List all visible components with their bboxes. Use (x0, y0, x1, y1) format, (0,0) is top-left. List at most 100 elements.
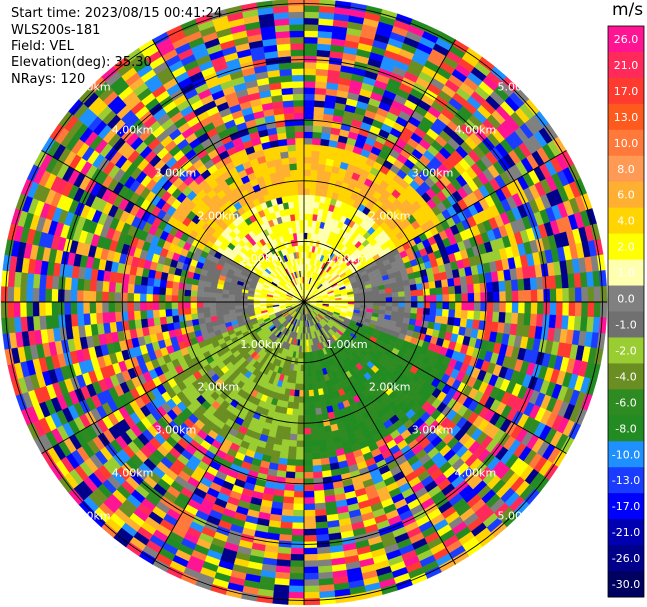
velocity-cell (139, 293, 147, 303)
velocity-cell (70, 313, 79, 327)
velocity-cell (303, 137, 313, 145)
velocity-cell (574, 301, 583, 317)
velocity-cell (313, 395, 321, 403)
velocity-cell (298, 402, 305, 410)
velocity-cell (202, 291, 211, 298)
velocity-cell (574, 287, 583, 303)
velocity-cell (290, 553, 305, 562)
velocity-cell (303, 61, 317, 70)
velocity-cell (461, 293, 469, 303)
velocity-cell (318, 438, 327, 447)
velocity-cell (1, 317, 10, 334)
velocity-cell (308, 207, 315, 215)
velocity-cell (410, 295, 418, 303)
velocity-cell (63, 289, 72, 303)
velocity-cell (313, 106, 325, 114)
velocity-cell (384, 287, 393, 294)
velocity-cell (492, 301, 500, 313)
velocity-cell (215, 301, 223, 307)
velocity-cell (228, 297, 235, 303)
velocity-cell (300, 358, 305, 366)
velocity-cell (313, 496, 326, 504)
velocity-cell (127, 283, 135, 294)
velocity-cell (562, 301, 570, 317)
velocity-cell (319, 144, 329, 153)
velocity-cell (428, 281, 437, 290)
velocity-cell (315, 62, 330, 70)
velocity-cell (555, 301, 564, 316)
velocity-cell (202, 301, 210, 308)
velocity-cell (139, 284, 148, 294)
velocity-cell (317, 163, 326, 172)
velocity-cell (303, 36, 319, 44)
velocity-cell (303, 465, 314, 473)
velocity-cell (303, 23, 319, 32)
velocity-cell (415, 313, 424, 322)
velocity-cell (492, 281, 500, 293)
velocity-cell (184, 313, 193, 322)
velocity-cell (587, 301, 595, 318)
velocity-cell (209, 310, 217, 318)
velocity-cell (504, 312, 513, 325)
velocity-cell (303, 131, 314, 139)
velocity-cell (101, 291, 109, 303)
velocity-cell (240, 301, 248, 306)
velocity-cell (435, 287, 443, 296)
velocity-cell (70, 301, 78, 315)
velocity-cell (549, 301, 557, 316)
velocity-cell (511, 301, 519, 314)
velocity-cell (416, 307, 425, 315)
velocity-cell (385, 301, 393, 307)
velocity-cell (310, 163, 319, 171)
velocity-cell (303, 49, 318, 57)
velocity-cell (303, 408, 311, 416)
velocity-cell (303, 188, 311, 196)
velocity-cell (303, 503, 316, 511)
velocity-cell (587, 286, 595, 303)
velocity-cell (296, 434, 305, 442)
velocity-cell (440, 316, 449, 325)
velocity-cell (312, 131, 323, 140)
velocity-cell (485, 311, 494, 323)
velocity-cell (145, 293, 153, 303)
velocity-cell (319, 451, 329, 460)
velocity-cell (300, 364, 305, 372)
velocity-cell (517, 278, 525, 292)
velocity-cell (366, 294, 374, 299)
velocity-cell (196, 296, 204, 303)
velocity-cell (25, 301, 34, 317)
velocity-cell (82, 290, 90, 303)
velocity-cell (398, 301, 406, 308)
velocity-cell (114, 301, 122, 313)
velocity-cell (498, 280, 506, 293)
velocity-cell (416, 289, 425, 297)
velocity-cell (164, 294, 172, 303)
velocity-cell (303, 490, 315, 498)
velocity-cell (64, 276, 72, 291)
velocity-cell (293, 395, 300, 404)
velocity-cell (290, 541, 305, 549)
velocity-cell (303, 415, 311, 423)
velocity-cell (190, 289, 198, 297)
velocity-cell (303, 17, 320, 25)
velocity-cell (203, 311, 211, 319)
velocity-cell (391, 306, 399, 313)
velocity-cell (234, 305, 242, 310)
velocity-cell (303, 371, 309, 379)
velocity-cell (303, 162, 312, 170)
velocity-cell (524, 289, 532, 303)
velocity-cell (360, 298, 368, 303)
velocity-cell (308, 383, 314, 391)
velocity-cell (436, 301, 444, 310)
velocity-cell (51, 288, 59, 303)
velocity-cell (228, 301, 235, 307)
velocity-cell (280, 515, 294, 523)
velocity-cell (108, 301, 116, 313)
velocity-cell (83, 312, 91, 326)
velocity-cell (543, 288, 551, 303)
velocity-cell (209, 306, 217, 313)
velocity-cell (171, 294, 179, 303)
velocity-cell (303, 553, 318, 562)
velocity-cell (360, 301, 368, 306)
